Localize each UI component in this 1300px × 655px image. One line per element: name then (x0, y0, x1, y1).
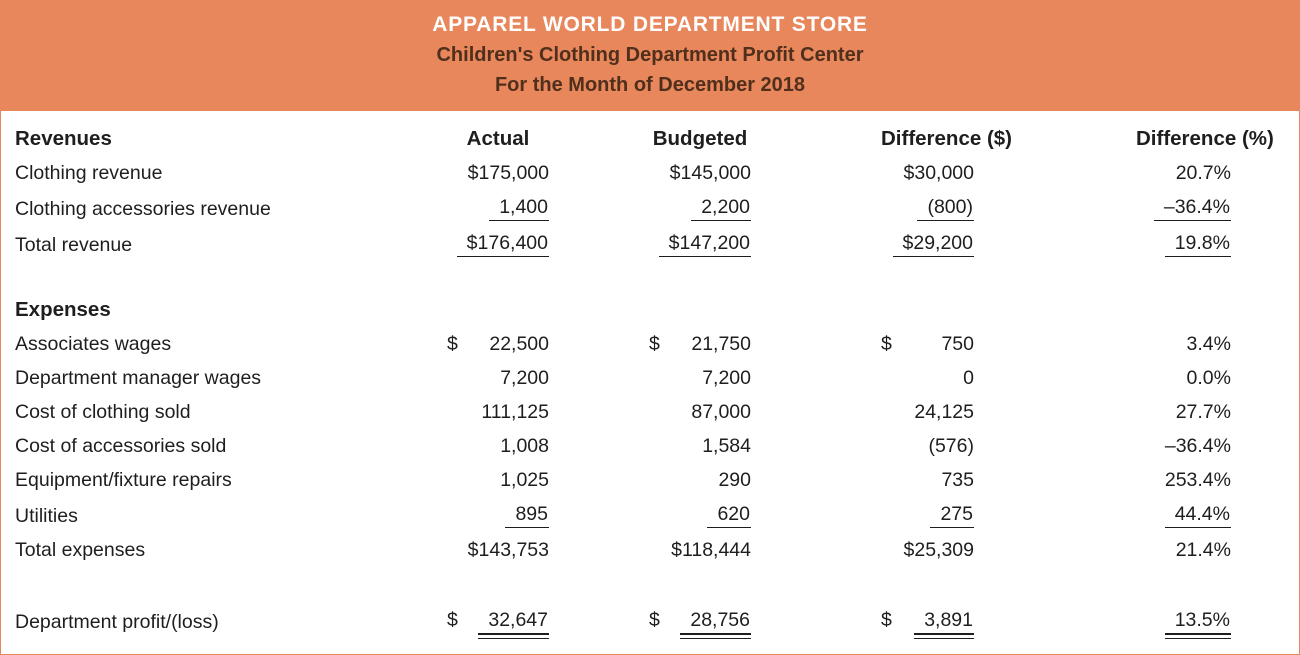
actual-value: $22,500 (447, 332, 549, 355)
budgeted-value: 87,000 (691, 400, 751, 423)
actual-value: $176,400 (447, 232, 549, 257)
difference-percent-value: –36.4% (1164, 434, 1231, 457)
row-associates-wages: Associates wages $22,500 $21,750 $750 3.… (1, 327, 1299, 361)
store-name: APPAREL WORLD DEPARTMENT STORE (432, 13, 868, 36)
difference-percent-value: 253.4% (1164, 468, 1231, 491)
actual-value: 1,008 (500, 434, 549, 457)
spacer-row (1, 567, 1299, 603)
difference-percent-value: 21.4% (1175, 538, 1231, 561)
budgeted-value: $147,200 (649, 232, 751, 257)
difference-percent-value: 3.4% (1186, 332, 1231, 355)
difference-dollar-value: $750 (881, 332, 974, 355)
row-clothing-accessories-revenue: Clothing accessories revenue 1,400 2,200… (1, 190, 1299, 226)
difference-dollar-value: 0 (963, 366, 974, 389)
row-label: Department manager wages (15, 366, 262, 389)
difference-dollar-value: $3,891 (881, 609, 974, 639)
actual-value: $143,753 (467, 538, 549, 561)
difference-percent-value: 44.4% (974, 503, 1231, 528)
budgeted-value: 620 (649, 503, 751, 528)
row-clothing-revenue: Clothing revenue $175,000 $145,000 $30,0… (1, 156, 1299, 190)
budgeted-value: 1,584 (702, 434, 751, 457)
col-header-budgeted: Budgeted (652, 126, 748, 150)
row-label: Total revenue (15, 233, 133, 256)
row-equipment-fixture-repairs: Equipment/fixture repairs 1,025 290 735 … (1, 463, 1299, 497)
budgeted-value: $145,000 (669, 161, 751, 184)
difference-dollar-value: $29,200 (881, 232, 974, 257)
difference-dollar-value: 735 (941, 468, 974, 491)
row-department-profit-loss: Department profit/(loss) $32,647 $28,756… (1, 603, 1299, 639)
row-label: Clothing accessories revenue (15, 197, 271, 220)
column-header-row: Revenues Actual Budgeted Difference ($) … (1, 121, 1299, 156)
actual-value: 1,025 (500, 468, 549, 491)
row-label: Department profit/(loss) (15, 610, 219, 633)
spacer-row (1, 262, 1299, 292)
row-label: Utilities (15, 504, 78, 527)
difference-dollar-value: 24,125 (914, 400, 974, 423)
row-total-expenses: Total expenses $143,753 $118,444 $25,309… (1, 533, 1299, 567)
actual-value: 1,400 (447, 196, 549, 221)
difference-percent-value: –36.4% (974, 196, 1231, 221)
row-label: Total expenses (15, 538, 146, 561)
difference-percent-value: 0.0% (1186, 366, 1231, 389)
budgeted-value: 7,200 (702, 366, 751, 389)
budgeted-value: $118,444 (671, 538, 751, 561)
difference-dollar-value: (800) (881, 196, 974, 221)
actual-value: 111,125 (481, 400, 549, 423)
report-period: For the Month of December 2018 (494, 74, 806, 96)
department-title: Children's Clothing Department Profit Ce… (436, 44, 864, 66)
col-header-difference-percent: Difference (%) (1136, 126, 1274, 150)
expenses-section-label: Expenses (15, 297, 111, 321)
actual-value: 895 (447, 503, 549, 528)
row-total-revenue: Total revenue $176,400 $147,200 $29,200 … (1, 226, 1299, 262)
difference-percent-value: 20.7% (1175, 161, 1231, 184)
difference-percent-value: 19.8% (974, 232, 1231, 257)
row-utilities: Utilities 895 620 275 44.4% (1, 497, 1299, 533)
row-label: Cost of accessories sold (15, 434, 227, 457)
row-label: Equipment/fixture repairs (15, 468, 232, 491)
difference-dollar-value: $30,000 (903, 161, 975, 184)
difference-percent-value: 13.5% (974, 609, 1232, 639)
actual-value: $32,647 (447, 609, 549, 639)
actual-value: 7,200 (500, 366, 549, 389)
budgeted-value: 2,200 (649, 196, 751, 221)
difference-dollar-value: 275 (881, 503, 974, 528)
difference-dollar-value: $25,309 (903, 538, 975, 561)
row-cost-of-clothing-sold: Cost of clothing sold 111,125 87,000 24,… (1, 395, 1299, 429)
row-label: Associates wages (15, 332, 172, 355)
budgeted-value: $28,756 (649, 609, 751, 639)
budgeted-value: 290 (718, 468, 751, 491)
report-header: APPAREL WORLD DEPARTMENT STORE Children'… (1, 1, 1299, 111)
row-cost-of-accessories-sold: Cost of accessories sold 1,008 1,584 (57… (1, 429, 1299, 463)
actual-value: $175,000 (467, 161, 549, 184)
difference-percent-value: 27.7% (1175, 400, 1231, 423)
col-header-revenues: Revenues (15, 126, 112, 150)
profit-center-table: Revenues Actual Budgeted Difference ($) … (1, 121, 1299, 639)
expenses-section-row: Expenses (1, 292, 1299, 327)
budgeted-value: $21,750 (649, 332, 751, 355)
row-department-manager-wages: Department manager wages 7,200 7,200 0 0… (1, 361, 1299, 395)
difference-dollar-value: (576) (928, 434, 974, 457)
col-header-difference-dollar: Difference ($) (881, 126, 1013, 150)
row-label: Cost of clothing sold (15, 400, 191, 423)
col-header-actual: Actual (466, 126, 530, 150)
row-label: Clothing revenue (15, 161, 163, 184)
